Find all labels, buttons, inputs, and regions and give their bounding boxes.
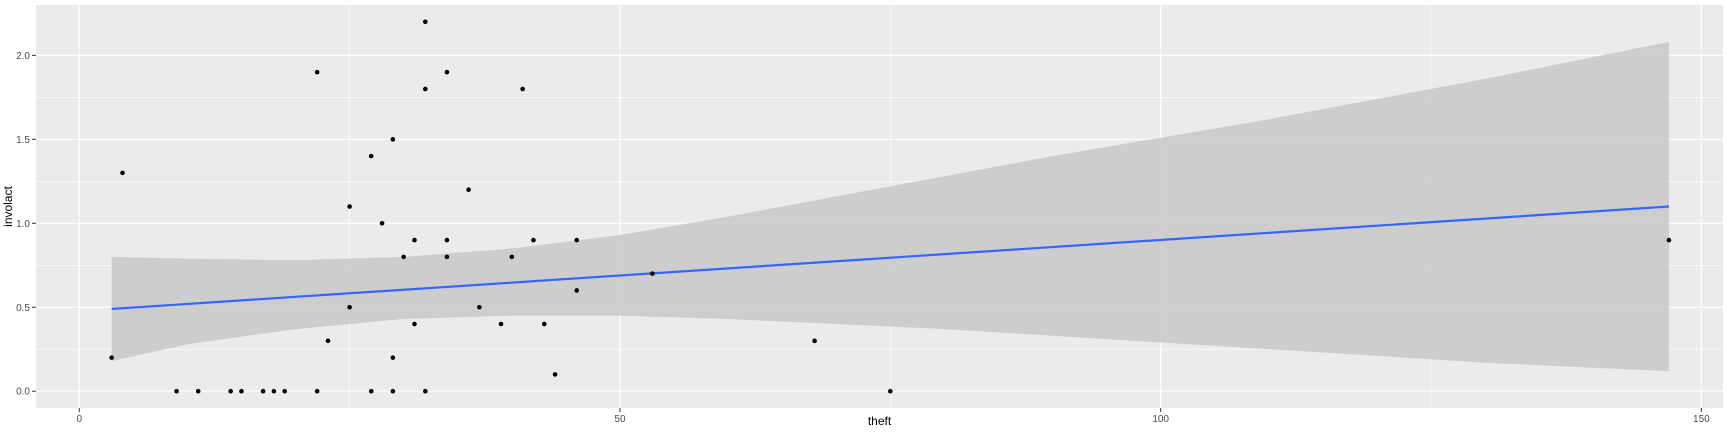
data-point: [271, 388, 277, 394]
data-point: [390, 137, 396, 142]
x-tick-label: 0: [76, 414, 82, 425]
data-point: [650, 271, 655, 276]
data-point: [390, 355, 396, 360]
data-point: [466, 187, 471, 193]
confidence-band-layer: [111, 41, 1669, 372]
data-point: [509, 254, 515, 260]
data-point: [574, 237, 580, 243]
data-point: [531, 237, 536, 243]
x-axis-ticks: 0 50 100 150: [76, 408, 1710, 425]
data-point: [498, 321, 504, 327]
y-tick-label: 0.5: [16, 303, 30, 314]
confidence-band: [111, 41, 1669, 372]
data-point: [325, 338, 331, 344]
data-point: [174, 388, 179, 394]
data-point: [444, 69, 450, 75]
data-point: [574, 288, 580, 293]
x-axis-title: theft: [868, 414, 892, 428]
data-point: [888, 388, 893, 394]
data-point: [477, 304, 482, 310]
data-point: [260, 388, 266, 394]
data-point: [812, 338, 817, 344]
points-layer: [109, 19, 1672, 394]
data-point: [423, 86, 428, 92]
x-tick-label: 100: [1152, 414, 1169, 425]
data-point: [1666, 237, 1672, 243]
data-point: [401, 254, 406, 260]
data-point: [379, 220, 385, 226]
data-point: [347, 304, 352, 310]
x-tick-label: 50: [614, 414, 626, 425]
data-point: [109, 355, 114, 360]
data-point: [423, 19, 428, 25]
data-point: [314, 388, 320, 394]
data-point: [282, 388, 288, 394]
data-point: [412, 321, 417, 327]
y-tick-label: 2.0: [16, 51, 30, 62]
y-tick-label: 0.0: [16, 387, 30, 398]
data-point: [541, 321, 547, 327]
data-point: [390, 388, 396, 394]
y-axis-ticks: 0.0 0.5 1.0 1.5 2.0: [16, 51, 36, 398]
y-tick-label: 1.0: [16, 219, 30, 230]
data-point: [444, 254, 450, 260]
y-axis-title: involact: [1, 185, 15, 226]
fit-line: [111, 205, 1670, 311]
data-point: [239, 388, 244, 394]
x-tick-label: 150: [1693, 414, 1710, 425]
data-point: [314, 69, 320, 75]
data-point: [368, 388, 374, 394]
data-point: [195, 388, 201, 394]
data-point: [423, 388, 428, 394]
data-point: [520, 86, 525, 92]
data-point: [368, 153, 374, 159]
data-point: [120, 170, 125, 176]
fit-line-layer: [111, 205, 1670, 311]
data-point: [228, 388, 233, 394]
data-point: [347, 204, 352, 209]
data-point: [412, 237, 417, 243]
data-point: [552, 372, 558, 377]
data-point: [444, 237, 450, 243]
y-tick-label: 1.5: [16, 135, 30, 146]
